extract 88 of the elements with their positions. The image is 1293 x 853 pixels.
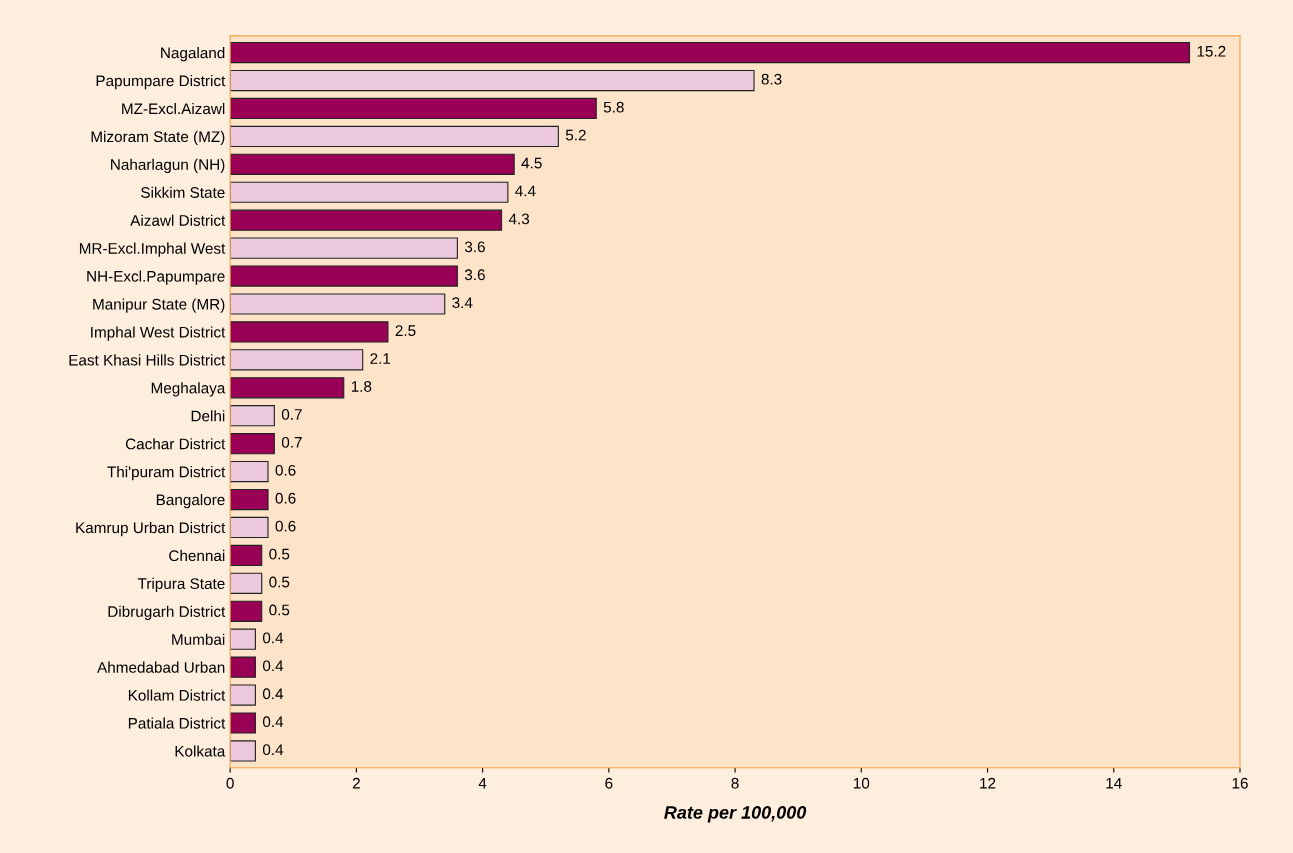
y-tick-label: Chennai (169, 549, 225, 562)
x-tick-label: 14 (1106, 777, 1122, 789)
data-label: 4.3 (508, 213, 530, 225)
x-tick-label: 10 (853, 777, 870, 789)
data-label: 15.2 (1197, 45, 1226, 57)
x-tick-label: 4 (478, 777, 487, 789)
data-label: 1.8 (351, 381, 372, 392)
y-tick-label: MZ-Excl.Aizawl (122, 102, 225, 115)
y-tick-label: Meghalaya (151, 382, 226, 397)
data-label: 0.4 (262, 716, 284, 728)
y-tick-label: Delhi (191, 410, 225, 422)
y-tick-label: Papumpare District (96, 74, 226, 90)
data-label: 0.7 (281, 409, 302, 420)
y-tick-label: Imphal West District (91, 326, 226, 341)
bar (230, 125, 559, 148)
data-label: 2.1 (370, 353, 391, 364)
bar (230, 544, 263, 567)
bar (230, 460, 269, 483)
bar (230, 265, 458, 287)
data-label: 0.5 (269, 576, 290, 588)
y-tick-label: NH-Excl.Papumpare (87, 270, 225, 285)
data-label: 8.3 (761, 73, 782, 85)
x-tick-label: 0 (226, 777, 234, 789)
bar (230, 377, 345, 399)
y-tick-label: Thi'puram District (107, 466, 226, 481)
y-tick-label: Kamrup Urban District (76, 521, 226, 537)
bar (230, 516, 269, 539)
x-axis-title: Rate per 100,000 (664, 806, 807, 823)
bar (230, 488, 269, 511)
data-label: 5.8 (603, 101, 624, 113)
data-label: 3.6 (464, 241, 485, 253)
bar (230, 181, 509, 203)
bar (230, 41, 1191, 64)
y-tick-label: Tripura State (137, 577, 225, 593)
y-tick-label: Mizoram State (MZ) (91, 130, 225, 146)
bar (230, 572, 263, 594)
data-label: 0.5 (269, 548, 290, 560)
bar (230, 405, 275, 427)
data-label: 0.4 (262, 688, 284, 700)
bar (230, 712, 256, 734)
data-label: 0.6 (275, 464, 296, 476)
y-tick-label: Naharlagun (NH) (111, 158, 225, 174)
data-label: 0.7 (281, 436, 302, 448)
bar (230, 684, 256, 706)
x-tick-label: 16 (1232, 777, 1248, 789)
y-tick-label: Kollam District (128, 689, 226, 701)
bar (230, 600, 263, 622)
bar (230, 628, 256, 650)
data-label: 0.5 (269, 604, 290, 616)
bar (230, 209, 503, 231)
bar (230, 349, 364, 371)
data-label: 4.4 (515, 185, 536, 197)
y-tick-label: Aizawl District (130, 214, 226, 226)
y-tick-label: Sikkim State (141, 186, 225, 198)
bar (230, 740, 256, 762)
data-label: 0.4 (262, 632, 284, 644)
data-label: 0.6 (275, 520, 296, 532)
bar (230, 69, 755, 92)
data-label: 0.4 (262, 744, 284, 756)
data-label: 3.6 (464, 269, 485, 281)
bar (230, 153, 515, 175)
bar (230, 433, 275, 455)
y-tick-label: Patiala District (128, 717, 226, 729)
data-label: 2.5 (395, 325, 416, 337)
x-tick-label: 12 (980, 777, 996, 789)
y-tick-label: Cachar District (125, 438, 226, 450)
y-tick-label: Mumbai (172, 633, 225, 645)
y-tick-label: Nagaland (161, 47, 225, 62)
x-tick-label: 2 (352, 777, 360, 789)
y-tick-label: Manipur State (MR) (93, 298, 225, 313)
y-tick-label: Kolkata (175, 745, 226, 757)
bar (230, 321, 389, 343)
y-tick-label: Bangalore (156, 494, 225, 509)
bar (230, 656, 256, 678)
y-tick-label: East Khasi Hills District (69, 354, 226, 366)
data-label: 5.2 (565, 129, 586, 141)
bar (230, 97, 597, 120)
data-label: 3.4 (452, 297, 473, 309)
y-tick-label: Dibrugarh District (108, 605, 226, 620)
bar (230, 293, 446, 315)
bar (230, 237, 458, 259)
data-label: 0.4 (262, 660, 284, 672)
data-label: 4.5 (521, 157, 542, 169)
x-tick-label: 6 (605, 777, 613, 789)
y-tick-label: MR-Excl.Imphal West (79, 242, 226, 257)
data-label: 0.6 (275, 492, 296, 504)
x-tick-label: 8 (731, 777, 739, 789)
y-tick-label: Ahmedabad Urban (97, 661, 225, 673)
